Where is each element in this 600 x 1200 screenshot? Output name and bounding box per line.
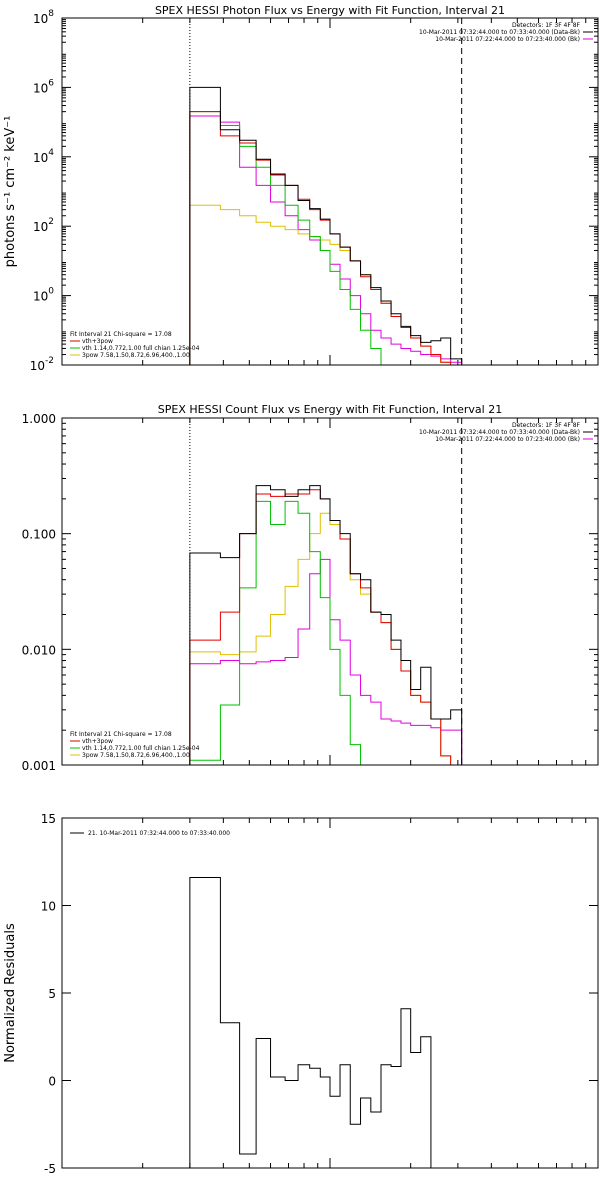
count-flux-panel: SPEX HESSI Count Flux vs Energy with Fit… (22, 403, 599, 773)
legend-entry: Fit Interval 21 Chi-square = 17.08 (70, 731, 172, 738)
series-line (189, 111, 462, 365)
legend-entry: Detectors: 1F 3F 4F 8F (512, 422, 581, 429)
y-tick-label: 102 (33, 217, 54, 234)
y-tick-label: 0.001 (22, 759, 56, 773)
y-tick-label: 0.100 (22, 528, 56, 542)
y-tick-label: 15 (41, 812, 56, 826)
y-tick-label: 104 (33, 148, 54, 165)
y-tick-exponent: 8 (48, 9, 54, 19)
y-tick-label: -5 (44, 1162, 56, 1176)
y-axis-label: photons s⁻¹ cm⁻² keV⁻¹ (3, 116, 18, 268)
plot-frame (61, 17, 599, 366)
series-group (189, 877, 432, 1168)
series-line (189, 485, 463, 765)
plot-frame (61, 817, 599, 1169)
series-line (189, 111, 462, 365)
legend-entry: 10-Mar-2011 07:32:44.000 to 07:33:40.000… (419, 29, 580, 36)
legend-entry: 21. 10-Mar-2011 07:32:44.000 to 07:33:40… (88, 830, 230, 837)
y-tick-base: 10 (33, 151, 48, 165)
series-line (189, 500, 462, 765)
plot-frame (61, 417, 599, 766)
series-line (189, 512, 462, 765)
y-tick-label: 0 (48, 1075, 56, 1089)
legend-entry: 10-Mar-2011 07:22:44.000 to 07:23:40.000… (435, 436, 580, 443)
legend-entry: Fit Interval 21 Chi-square = 17.08 (70, 331, 172, 338)
y-tick-label: 10 (41, 900, 56, 914)
y-tick-exponent: 2 (48, 217, 54, 227)
y-tick-base: 10 (33, 290, 48, 304)
y-tick-exponent: -2 (45, 356, 54, 366)
legend-entry: Detectors: 1F 3F 4F 8F (512, 22, 581, 29)
series-line (189, 558, 463, 765)
series-group (189, 485, 463, 765)
y-tick-base: 10 (33, 220, 48, 234)
legend-entry: vth+3pow (82, 738, 113, 745)
legend-entry: vth 1.14,0.772,1.00 full chian 1.25e-04 (82, 345, 200, 352)
y-tick-label: 10-2 (30, 356, 54, 373)
legend-entry: vth+3pow (82, 338, 113, 345)
y-tick-label: 1.000 (22, 412, 56, 426)
legend-entry: 10-Mar-2011 07:32:44.000 to 07:33:40.000… (419, 429, 580, 436)
series-line (189, 489, 462, 765)
residuals-panel: -5 0 5 10 15 Normalized Residuals 21. 10-Mar-2… (3, 812, 599, 1176)
panel-title: SPEX HESSI Count Flux vs Energy with Fit… (158, 403, 502, 416)
y-tick-base: 10 (30, 359, 45, 373)
y-axis-label: Normalized Residuals (3, 923, 18, 1063)
y-tick-base: 10 (33, 81, 48, 95)
y-tick-exponent: 6 (48, 78, 54, 88)
legend-entry: 3pow 7.58,1.50,8.72,6.96,400.,1.00 (82, 352, 190, 359)
y-tick-label: 5 (48, 987, 56, 1001)
series-group (189, 86, 463, 365)
series-line (189, 115, 463, 365)
y-tick-label: 108 (33, 9, 54, 26)
y-tick-exponent: 4 (48, 148, 54, 158)
series-line (189, 86, 463, 365)
photon-flux-panel: SPEX HESSI Photon Flux vs Energy with Fi… (3, 4, 599, 373)
y-tick-base: 10 (33, 12, 48, 26)
y-tick-label: 106 (33, 78, 54, 95)
y-tick-exponent: 0 (48, 287, 54, 297)
series-line (189, 877, 432, 1168)
panel-title: SPEX HESSI Photon Flux vs Energy with Fi… (155, 4, 505, 17)
y-tick-label: 0.010 (22, 643, 56, 657)
legend-entry: vth 1.14,0.772,1.00 full chian 1.25e-04 (82, 745, 200, 752)
legend-entry: 3pow 7.58,1.50,8.72,6.96,400.,1.00 (82, 752, 190, 759)
legend-entry: 10-Mar-2011 07:22:44.000 to 07:23:40.000… (435, 36, 580, 43)
y-tick-label: 100 (33, 287, 54, 304)
